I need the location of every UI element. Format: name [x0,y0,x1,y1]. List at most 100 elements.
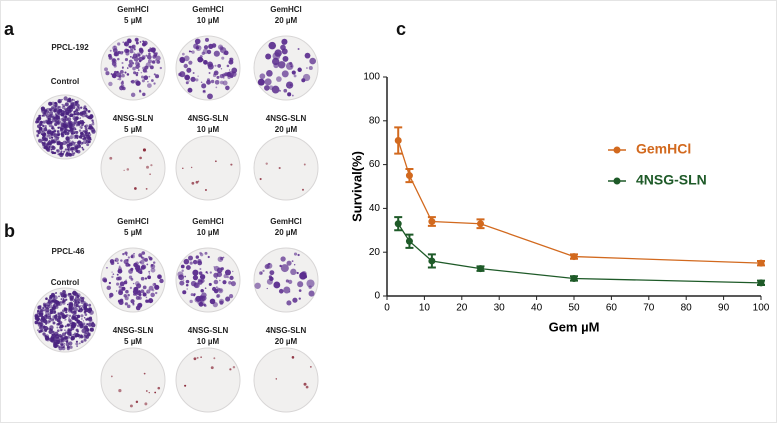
colony [153,73,156,76]
colony [76,298,81,302]
colony [56,326,59,329]
colony [78,336,81,339]
colony [53,339,59,345]
colony [70,132,73,135]
dish-label: 10 µM [197,16,220,25]
colony [132,53,138,58]
colony [65,332,67,335]
dish [175,35,241,101]
colony [39,120,43,124]
colony [290,65,293,68]
colony [209,271,212,274]
colony [147,54,152,60]
colony [57,315,62,319]
colony [131,79,135,84]
colony [76,324,80,328]
colony [79,308,81,310]
colony [281,70,289,78]
colony [202,59,205,62]
colony [113,52,118,57]
colony [279,89,281,92]
legend-marker [613,177,621,185]
colony [53,104,56,107]
colony [59,145,64,150]
colony [116,290,118,292]
colony [213,265,220,272]
colony [221,56,225,60]
colony [71,99,73,101]
colony [142,92,146,97]
colony [113,64,117,68]
colony [259,271,263,275]
colony [49,321,51,323]
colony [195,255,200,259]
colony [141,79,145,83]
colony [52,304,55,307]
colony [192,72,195,75]
colony [66,152,70,157]
colony [151,60,156,64]
colony [190,50,192,53]
colony [64,336,69,340]
colony [269,276,274,282]
colony [79,323,82,327]
colony [216,293,221,298]
colony [184,384,187,387]
colony [65,111,70,116]
colony [150,264,154,267]
colony [67,123,72,129]
panel-label: b [4,221,15,241]
colony [195,180,199,184]
dish [100,347,166,413]
colony [138,47,144,53]
colony [47,315,52,320]
colony [66,145,71,149]
legend-marker [613,146,621,154]
colony [134,37,139,42]
colony [73,134,78,140]
colony [275,378,278,380]
colony [180,264,185,269]
colony [74,128,77,131]
colony [185,279,190,284]
y-tick-label: 40 [369,203,381,214]
colony [273,281,281,289]
colony [297,67,302,72]
colony [83,130,87,133]
colony [135,295,140,300]
colony [83,136,87,140]
colony [83,338,87,342]
colony [59,324,64,329]
colony [37,322,41,325]
colony [36,117,39,120]
colony [125,279,127,281]
colony [131,62,135,65]
legend-label: GemHCl [636,141,691,157]
point [477,220,484,228]
colony [203,45,209,50]
colony [38,315,41,318]
y-tick-label: 100 [363,72,380,83]
point [394,220,402,228]
colony [271,85,280,94]
colony [70,306,75,311]
colony [53,138,56,141]
colony [78,305,81,309]
colony [73,110,76,114]
colony [82,148,85,151]
colony [309,365,312,368]
colony [213,272,219,278]
colony [86,307,89,310]
colony [147,81,149,83]
dish [32,287,98,353]
colony [76,137,79,140]
colony [147,275,152,280]
colony [46,306,48,309]
colony [119,298,124,303]
colony [45,297,48,300]
colony [215,86,218,89]
x-tick-label: 10 [419,303,431,314]
dish-label: 4NSG-SLN [188,114,229,123]
colony [50,318,55,322]
x-tick-label: 70 [643,303,655,314]
